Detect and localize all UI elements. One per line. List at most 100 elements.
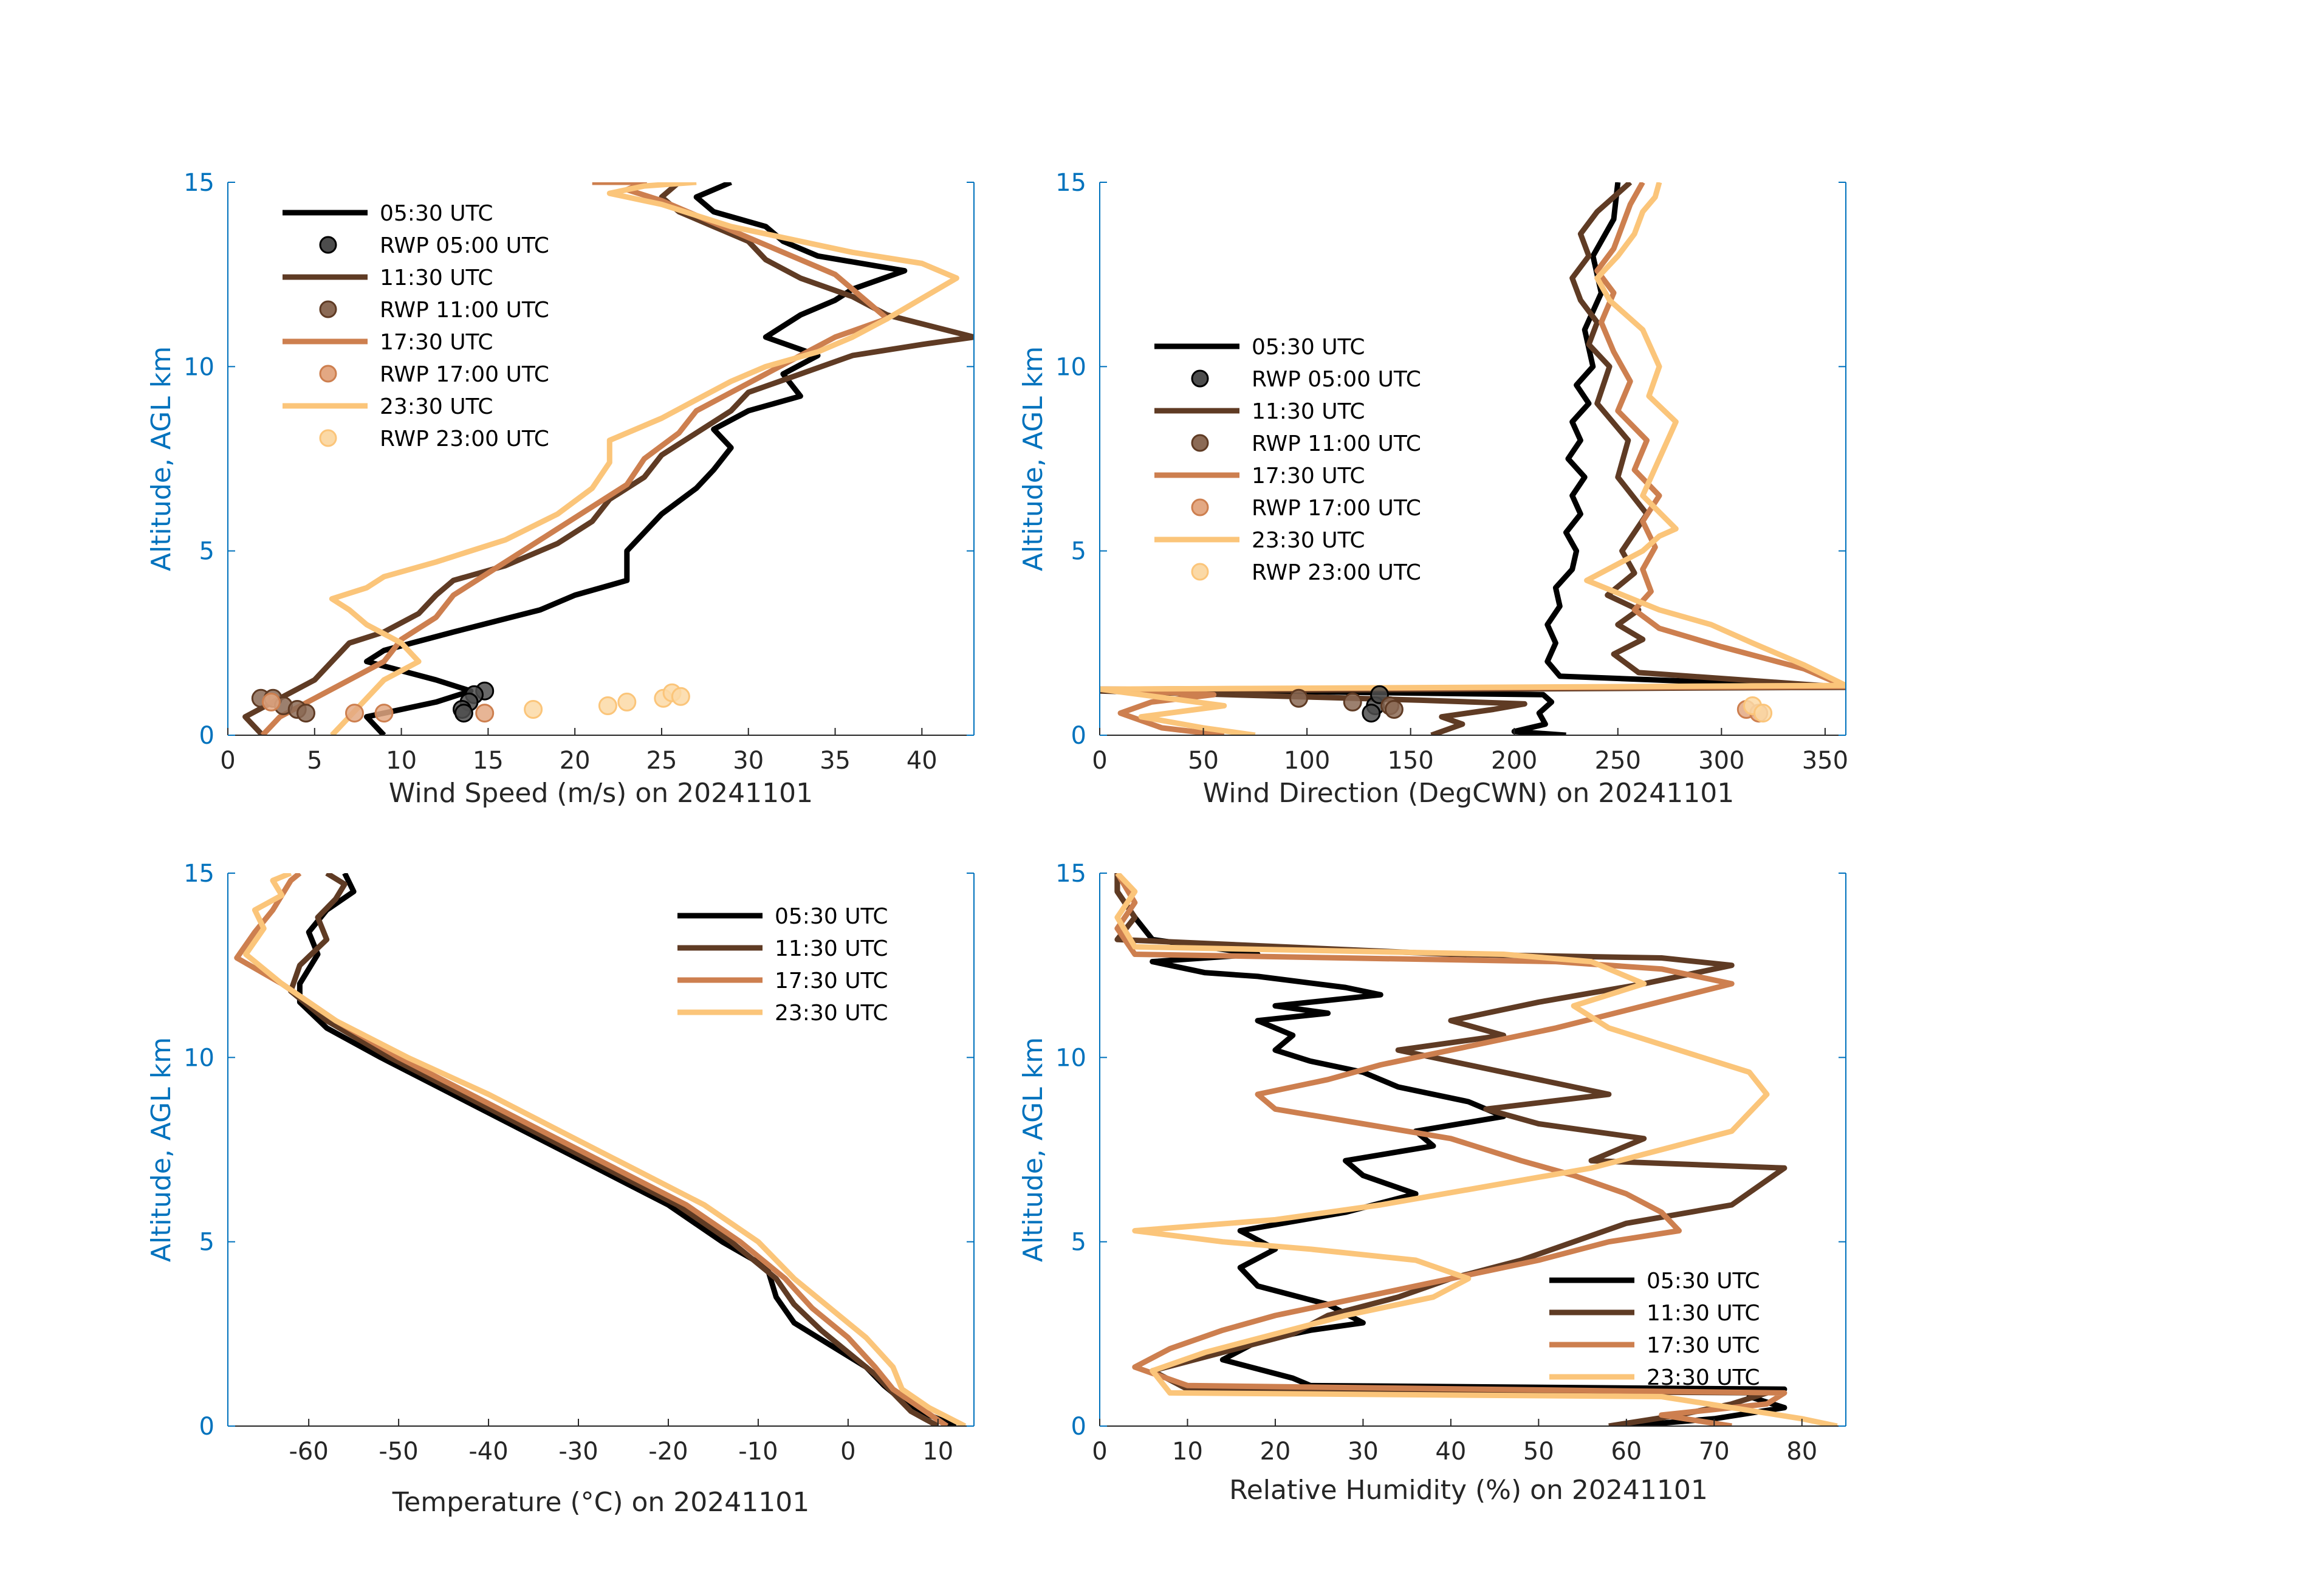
wind-direction-xtick-label-4: 200 bbox=[1491, 747, 1537, 775]
wind-speed-scatter-point-0-4 bbox=[454, 704, 473, 723]
relative-humidity-xtick-label-3: 30 bbox=[1348, 1438, 1379, 1466]
wind-speed-legend-marker-5 bbox=[319, 365, 337, 383]
relative-humidity-legend-label-0: 05:30 UTC bbox=[1647, 1269, 1760, 1294]
wind-speed-ylabel: Altitude, AGL km bbox=[146, 346, 177, 571]
relative-humidity-legend-label-1: 11:30 UTC bbox=[1647, 1301, 1760, 1326]
relative-humidity-xtick-label-8: 80 bbox=[1786, 1438, 1817, 1466]
relative-humidity-series-line-1 bbox=[1114, 873, 1788, 1426]
wind-speed-scatter-point-3-2 bbox=[617, 692, 637, 712]
wind-speed-legend-label-4: 17:30 UTC bbox=[380, 330, 493, 355]
wind-speed-legend-label-0: 05:30 UTC bbox=[380, 201, 493, 226]
wind-direction-legend-label-6: 23:30 UTC bbox=[1252, 528, 1365, 553]
wind-speed-scatter-point-2-2 bbox=[374, 704, 394, 723]
wind-speed-series-line-0 bbox=[364, 182, 908, 735]
wind-speed-scatter-point-2-3 bbox=[475, 704, 495, 723]
wind-speed-xtick-label-7: 35 bbox=[820, 747, 851, 775]
temperature-xtick-label-7: 10 bbox=[922, 1438, 953, 1466]
wind-direction-series-line-0 bbox=[1100, 182, 1846, 735]
relative-humidity-legend: 05:30 UTC 11:30 UTC 17:30 UTC 23:30 UTC bbox=[1549, 1269, 1760, 1390]
relative-humidity-series-line-2 bbox=[1114, 873, 1788, 1426]
wind-speed-xtick-label-5: 25 bbox=[646, 747, 677, 775]
wind-speed-data-layer bbox=[242, 182, 974, 735]
wind-speed-legend-label-5: RWP 17:00 UTC bbox=[380, 362, 549, 387]
wind-direction-xtick-label-0: 0 bbox=[1092, 747, 1107, 775]
relative-humidity-data-layer bbox=[1114, 873, 1838, 1426]
wind-direction-legend-label-3: RWP 11:00 UTC bbox=[1252, 431, 1421, 456]
relative-humidity-panel: Relative Humidity (%) on 20241101 Altitu… bbox=[1018, 860, 1846, 1506]
wind-speed-scatter-point-2-1 bbox=[345, 704, 364, 723]
relative-humidity-ytick-label-0: 0 bbox=[1071, 1413, 1086, 1441]
wind-speed-legend-label-6: 23:30 UTC bbox=[380, 394, 493, 419]
temperature-legend-label-0: 05:30 UTC bbox=[775, 904, 888, 929]
wind-direction-ytick-label-2: 10 bbox=[1055, 353, 1086, 381]
relative-humidity-ytick-label-3: 15 bbox=[1055, 860, 1086, 888]
temperature-ylabel: Altitude, AGL km bbox=[146, 1037, 177, 1262]
wind-speed-ytick-label-3: 15 bbox=[183, 169, 214, 197]
wind-direction-panel: Wind Direction (DegCWN) on 20241101 Alti… bbox=[1018, 169, 1848, 809]
wind-direction-scatter-point-3-1 bbox=[1753, 704, 1773, 723]
temperature-ytick-label-1: 5 bbox=[199, 1229, 214, 1257]
temperature-series-line-3 bbox=[243, 873, 967, 1426]
wind-direction-ylabel: Altitude, AGL km bbox=[1018, 346, 1049, 571]
wind-speed-xtick-label-1: 5 bbox=[307, 747, 322, 775]
relative-humidity-ytick-label-2: 10 bbox=[1055, 1044, 1086, 1072]
wind-speed-legend-marker-7 bbox=[319, 429, 337, 447]
temperature-data-layer bbox=[234, 873, 967, 1426]
temperature-panel: Temperature (°C) on 20241101 Altitude, A… bbox=[146, 860, 975, 1518]
wind-direction-legend-label-0: 05:30 UTC bbox=[1252, 335, 1365, 360]
relative-humidity-xtick-label-5: 50 bbox=[1523, 1438, 1554, 1466]
temperature-xtick-label-4: -20 bbox=[648, 1438, 688, 1466]
wind-direction-xtick-label-7: 350 bbox=[1802, 747, 1848, 775]
wind-speed-ytick-label-2: 10 bbox=[183, 353, 214, 381]
wind-direction-xtick-label-6: 300 bbox=[1698, 747, 1744, 775]
wind-direction-legend-label-4: 17:30 UTC bbox=[1252, 464, 1365, 489]
wind-speed-legend-label-2: 11:30 UTC bbox=[380, 266, 493, 290]
wind-speed-xtick-label-8: 40 bbox=[907, 747, 937, 775]
wind-direction-legend-marker-3 bbox=[1191, 434, 1209, 452]
wind-direction-xtick-label-2: 100 bbox=[1284, 747, 1330, 775]
wind-speed-xtick-label-4: 20 bbox=[560, 747, 591, 775]
wind-direction-scatter-point-1-0 bbox=[1289, 688, 1308, 708]
wind-speed-ytick-label-0: 0 bbox=[199, 722, 214, 750]
wind-direction-series-line-2 bbox=[1100, 182, 1846, 735]
relative-humidity-xlabel: Relative Humidity (%) on 20241101 bbox=[1229, 1475, 1708, 1506]
temperature-xtick-label-2: -40 bbox=[468, 1438, 508, 1466]
relative-humidity-ylabel: Altitude, AGL km bbox=[1018, 1037, 1049, 1262]
wind-direction-xlabel: Wind Direction (DegCWN) on 20241101 bbox=[1203, 778, 1734, 809]
relative-humidity-legend-label-3: 23:30 UTC bbox=[1647, 1365, 1760, 1390]
wind-direction-ytick-label-3: 15 bbox=[1055, 169, 1086, 197]
wind-direction-scatter-point-1-3 bbox=[1384, 700, 1404, 719]
wind-speed-series-line-2 bbox=[260, 182, 890, 735]
temperature-legend: 05:30 UTC 11:30 UTC 17:30 UTC 23:30 UTC bbox=[677, 904, 888, 1026]
relative-humidity-xtick-label-2: 20 bbox=[1260, 1438, 1291, 1466]
wind-direction-xtick-label-3: 150 bbox=[1387, 747, 1433, 775]
wind-direction-legend-label-7: RWP 23:00 UTC bbox=[1252, 560, 1421, 585]
wind-direction-scatter-point-1-1 bbox=[1343, 692, 1362, 712]
relative-humidity-xtick-label-7: 70 bbox=[1699, 1438, 1730, 1466]
temperature-xtick-label-0: -60 bbox=[289, 1438, 328, 1466]
temperature-legend-label-2: 17:30 UTC bbox=[775, 969, 888, 993]
wind-speed-xtick-label-6: 30 bbox=[733, 747, 764, 775]
temperature-xtick-label-3: -30 bbox=[558, 1438, 598, 1466]
wind-speed-series-line-1 bbox=[242, 182, 974, 735]
relative-humidity-xtick-label-0: 0 bbox=[1092, 1438, 1107, 1466]
relative-humidity-xtick-label-6: 60 bbox=[1611, 1438, 1642, 1466]
wind-direction-data-layer bbox=[1100, 182, 1846, 735]
wind-speed-scatter-point-3-5 bbox=[671, 687, 690, 706]
relative-humidity-series-line-3 bbox=[1114, 873, 1838, 1426]
temperature-xtick-label-6: 0 bbox=[840, 1438, 855, 1466]
wind-speed-scatter-point-3-0 bbox=[524, 700, 543, 719]
wind-speed-legend-marker-1 bbox=[319, 236, 337, 254]
wind-speed-panel: Wind Speed (m/s) on 20241101 Altitude, A… bbox=[146, 169, 975, 809]
temperature-ytick-label-0: 0 bbox=[199, 1413, 214, 1441]
wind-speed-ytick-label-1: 5 bbox=[199, 538, 214, 566]
wind-speed-series-line-3 bbox=[329, 182, 959, 735]
temperature-legend-label-1: 11:30 UTC bbox=[775, 936, 888, 961]
wind-direction-legend-marker-1 bbox=[1191, 369, 1209, 388]
wind-direction-legend-marker-5 bbox=[1191, 498, 1209, 516]
relative-humidity-ytick-label-1: 5 bbox=[1071, 1229, 1086, 1257]
wind-direction-xtick-label-5: 250 bbox=[1595, 747, 1641, 775]
relative-humidity-xtick-label-4: 40 bbox=[1435, 1438, 1466, 1466]
wind-direction-xtick-label-1: 50 bbox=[1188, 747, 1219, 775]
